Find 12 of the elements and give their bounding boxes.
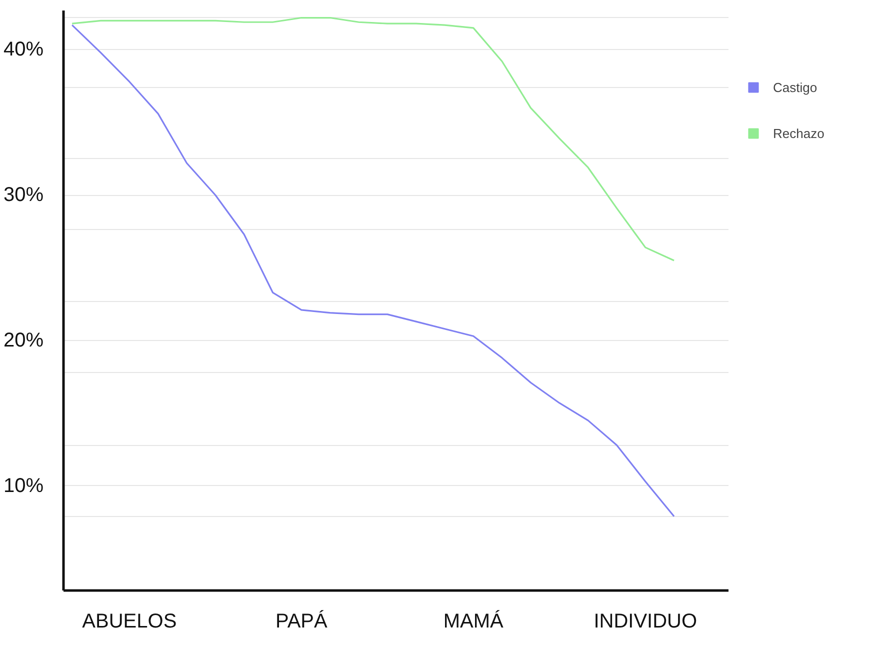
line-series (71, 16, 675, 262)
x-tick-label: INDIVIDUO (594, 610, 698, 632)
y-tick-label: 40% (3, 38, 44, 61)
x-tick-label: ABUELOS (82, 610, 177, 632)
x-tick-label: PAPÁ (275, 610, 328, 632)
y-tick-label: 30% (3, 184, 44, 206)
line-series (71, 24, 675, 518)
y-tick-label: 20% (3, 329, 44, 352)
legend-label: Rechazo (773, 126, 824, 140)
x-tick-label: MAMÁ (443, 610, 504, 632)
legend-label: Castigo (773, 80, 818, 94)
y-tick-label: 10% (3, 474, 44, 497)
